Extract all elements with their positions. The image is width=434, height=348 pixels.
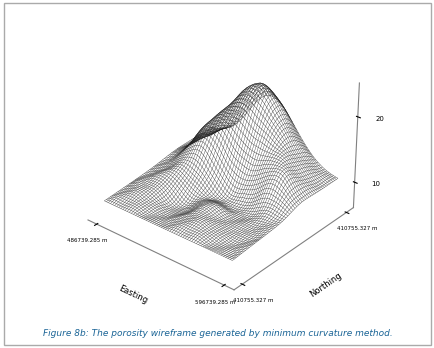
Text: Figure 8b: The porosity wireframe generated by minimum curvature method.: Figure 8b: The porosity wireframe genera… xyxy=(43,329,391,338)
Y-axis label: Northing: Northing xyxy=(307,270,343,299)
X-axis label: Easting: Easting xyxy=(117,284,149,305)
